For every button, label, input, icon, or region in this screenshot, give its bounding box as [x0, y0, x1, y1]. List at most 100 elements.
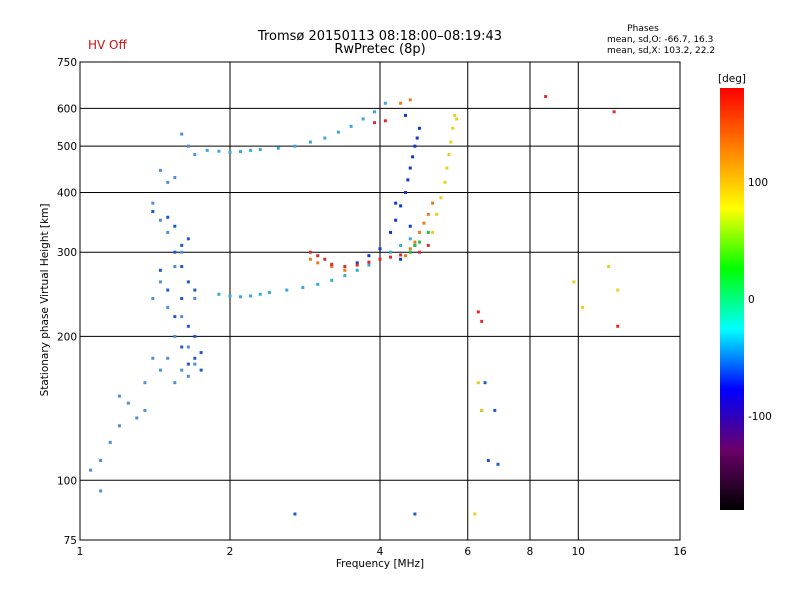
colorbar-ticks: 100 0 -100 — [748, 177, 772, 423]
data-point — [173, 224, 177, 228]
y-axis-label: Stationary phase Virtual Height [km] — [39, 204, 51, 397]
data-point — [453, 113, 457, 117]
data-point — [476, 310, 480, 314]
hv-status-label: HV Off — [88, 38, 127, 52]
y-tick-label: 300 — [57, 247, 77, 259]
data-point — [473, 512, 477, 516]
data-point — [343, 265, 347, 269]
data-point — [108, 440, 112, 444]
data-point — [612, 110, 616, 114]
data-point — [180, 297, 184, 301]
data-point — [158, 168, 162, 172]
data-point — [607, 265, 611, 269]
data-point — [486, 458, 490, 462]
data-point — [193, 334, 197, 338]
data-point — [572, 280, 576, 284]
data-point — [361, 117, 365, 121]
data-point — [417, 250, 421, 254]
data-point — [99, 489, 103, 493]
data-point — [193, 153, 197, 157]
x-axis-label: Frequency [MHz] — [336, 558, 424, 570]
data-point — [413, 512, 417, 516]
data-point — [399, 253, 403, 257]
data-point — [389, 230, 393, 234]
y-tick-label: 75 — [64, 535, 77, 547]
data-point — [186, 144, 190, 148]
data-point — [496, 462, 500, 466]
colorbar-label: [deg] — [718, 73, 746, 85]
stats-o-mode: mean, sd,O: -66.7, 16.3 — [607, 35, 713, 45]
data-point — [403, 254, 407, 258]
data-point — [343, 274, 347, 278]
x-axis-ticks: 1 2 4 6 8 10 16 — [77, 546, 687, 558]
y-tick-label: 500 — [57, 141, 77, 153]
data-point — [143, 408, 147, 412]
data-point — [173, 250, 177, 254]
data-point — [367, 263, 371, 267]
y-tick-label: 100 — [57, 475, 77, 487]
data-point — [480, 319, 484, 323]
data-point — [451, 126, 455, 130]
data-point — [426, 243, 430, 247]
data-point — [186, 280, 190, 284]
data-point — [126, 401, 130, 405]
data-point — [186, 374, 190, 378]
data-point — [151, 210, 155, 214]
data-point — [355, 261, 359, 265]
data-point — [476, 381, 480, 385]
data-point — [193, 288, 197, 292]
data-point — [330, 278, 334, 282]
data-point — [228, 294, 232, 298]
data-points — [89, 95, 620, 516]
data-point — [217, 149, 221, 153]
data-point — [166, 230, 170, 234]
data-point — [394, 218, 398, 222]
data-point — [199, 351, 203, 355]
data-point — [239, 295, 243, 299]
y-tick-label: 400 — [57, 187, 77, 199]
y-tick-label: 750 — [57, 57, 77, 69]
data-point — [99, 458, 103, 462]
x-tick-label: 6 — [464, 546, 471, 558]
data-point — [193, 356, 197, 360]
y-tick-label: 600 — [57, 103, 77, 115]
data-point — [180, 243, 184, 247]
data-point — [173, 265, 177, 269]
chart-title-line1: Tromsø 20150113 08:18:00–08:19:43 — [257, 29, 502, 44]
data-point — [399, 101, 403, 105]
data-point — [383, 101, 387, 105]
data-point — [316, 261, 320, 265]
data-point — [443, 180, 447, 184]
data-point — [166, 215, 170, 219]
y-axis-ticks: 75 100 200 300 400 500 600 750 — [57, 57, 77, 547]
data-point — [316, 254, 320, 258]
data-point — [408, 224, 412, 228]
data-point — [180, 250, 184, 254]
data-point — [355, 263, 359, 267]
data-point — [399, 204, 403, 208]
data-point — [349, 124, 353, 128]
data-point — [403, 113, 407, 117]
data-point — [258, 292, 262, 296]
data-point — [173, 175, 177, 179]
data-point — [158, 280, 162, 284]
data-point — [389, 250, 393, 254]
y-tick-label: 200 — [57, 331, 77, 343]
data-point — [158, 268, 162, 272]
data-point — [403, 190, 407, 194]
data-point — [426, 212, 430, 216]
data-point — [117, 394, 121, 398]
data-point — [394, 201, 398, 205]
data-point — [431, 201, 435, 205]
data-point — [417, 230, 421, 234]
colorbar-tick-label: -100 — [748, 411, 772, 423]
data-point — [330, 265, 334, 269]
stats-x-mode: mean, sd,X: 103.2, 22.2 — [607, 46, 715, 56]
data-point — [383, 119, 387, 123]
data-point — [308, 250, 312, 254]
data-point — [135, 416, 139, 420]
data-point — [158, 218, 162, 222]
data-point — [378, 247, 382, 251]
data-point — [186, 324, 190, 328]
